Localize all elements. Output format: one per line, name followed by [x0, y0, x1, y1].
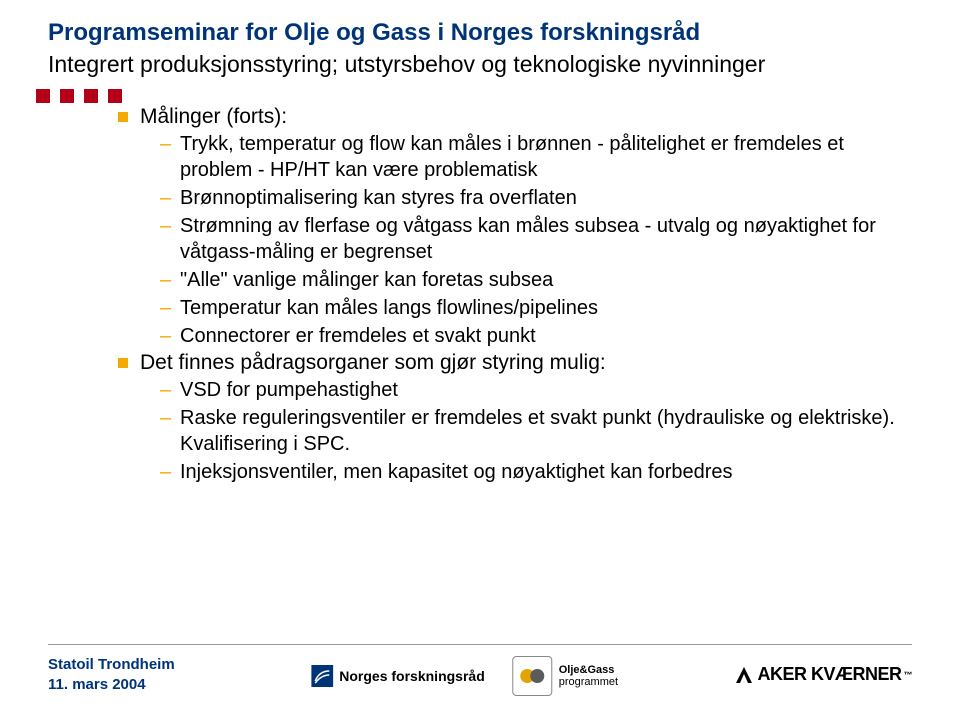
aker-kvaerner-logo: AKER KVÆRNER ™	[733, 664, 912, 686]
bullet-lvl2: Injeksjonsventiler, men kapasitet og nøy…	[160, 459, 912, 485]
footer-left: Statoil Trondheim 11. mars 2004	[48, 655, 175, 694]
nfr-logo: Norges forskningsråd	[311, 665, 484, 687]
bullet-lvl1: Det finnes pådragsorganer som gjør styri…	[118, 351, 912, 485]
og-logo: Olje&Gass programmet	[513, 656, 618, 696]
footer-center: Norges forskningsråd Olje&Gass programme…	[311, 656, 618, 696]
decor-square	[108, 89, 122, 103]
footer-divider	[48, 644, 912, 645]
slide-title: Programseminar for Olje og Gass i Norges…	[48, 18, 912, 48]
bullet-lvl2: Brønnoptimalisering kan styres fra overf…	[160, 185, 912, 211]
bullet-lvl2: Trykk, temperatur og flow kan måles i br…	[160, 131, 912, 183]
ak-label: AKER KVÆRNER	[757, 664, 901, 685]
og-label: Olje&Gass programmet	[559, 664, 618, 688]
footer-org: Statoil Trondheim	[48, 655, 175, 675]
tm-mark: ™	[904, 670, 913, 680]
bullet-lvl2: Connectorer er fremdeles et svakt punkt	[160, 323, 912, 349]
ak-icon	[733, 664, 755, 686]
decor-squares	[36, 89, 912, 103]
og-icon	[513, 656, 553, 696]
bullet-lvl1: Målinger (forts): Trykk, temperatur og f…	[118, 105, 912, 349]
footer-date: 11. mars 2004	[48, 675, 175, 695]
bullet-lvl2: Strømning av flerfase og våtgass kan mål…	[160, 213, 912, 265]
decor-square	[84, 89, 98, 103]
nfr-label: Norges forskningsråd	[339, 668, 484, 684]
decor-square	[60, 89, 74, 103]
slide-subtitle: Integrert produksjonsstyring; utstyrsbeh…	[48, 50, 912, 79]
bullet-lvl2: Raske reguleringsventiler er fremdeles e…	[160, 405, 912, 457]
decor-square	[36, 89, 50, 103]
nfr-icon	[311, 665, 333, 687]
bullet-lvl2: "Alle" vanlige målinger kan foretas subs…	[160, 267, 912, 293]
bullet-lvl2: Temperatur kan måles langs flowlines/pip…	[160, 295, 912, 321]
bullet-label: Det finnes pådragsorganer som gjør styri…	[140, 351, 606, 374]
bullet-label: Målinger (forts):	[140, 105, 287, 128]
bullet-lvl2: VSD for pumpehastighet	[160, 377, 912, 403]
slide-content: Målinger (forts): Trykk, temperatur og f…	[118, 105, 912, 485]
slide-footer: Statoil Trondheim 11. mars 2004 Norges f…	[48, 644, 912, 694]
